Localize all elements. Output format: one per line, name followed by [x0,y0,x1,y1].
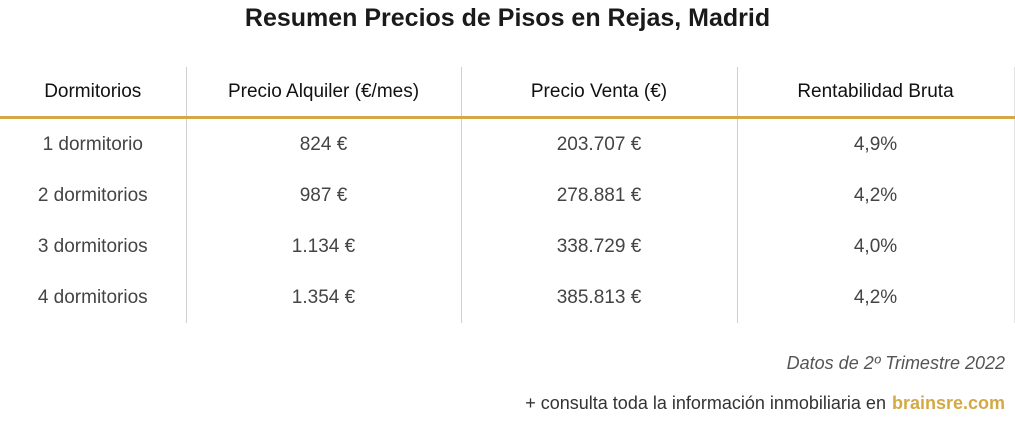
table-cell: 1 dormitorio [42,133,143,155]
table-row: 3 dormitorios 1.134 €338.729 €4,0% [0,221,1015,272]
footer-text: + consulta toda la información inmobilia… [525,393,886,413]
table-cell: 338.729 € [460,221,737,272]
table-cell: 3 dormitorios [37,235,148,257]
table-cell: 278.881 € [460,170,737,221]
header-cell: Dormitorios [0,67,186,119]
table-cell: 4,2% [736,170,1015,221]
table-row: 4 dormitorios 1.354 €385.813 €4,2% [0,272,1015,323]
table-cell: 203.707 € [460,117,737,170]
header-cell: Rentabilidad Bruta [736,67,1015,119]
table-cell: 4,0% [736,221,1015,272]
table-row: 2 dormitorios 987 €278.881 €4,2% [0,170,1015,221]
table-cell: 824 € [185,117,461,170]
header-cell: Precio Venta (€) [460,67,737,119]
footer: + consulta toda la información inmobilia… [525,393,1005,414]
table-cell: 4,2% [736,272,1015,323]
table-row: 1 dormitorio 824 €203.707 €4,9% [0,117,1015,170]
table-cell: 1.134 € [185,221,461,272]
table-cell: 4,9% [736,117,1015,170]
table-cell: 4 dormitorios [37,286,148,308]
title: Resumen Precios de Pisos en Rejas, Madri… [244,4,771,32]
header-cell: Precio Alquiler (€/mes) [185,67,461,119]
table-body: 1 dormitorio 824 €203.707 €4,9% 2 dormitor… [0,117,1015,323]
table-cell: 385.813 € [460,272,737,323]
footer-link[interactable]: brainsre.com [891,393,1005,413]
table-cell: 987 € [185,170,461,221]
price-table: Dormitorios Precio Alquiler (€/mes) Precio… [0,67,1015,323]
table-cell: 2 dormitorios [37,184,148,206]
footnote: Datos de 2º Trimestre 2022 [786,353,1005,373]
header-row: Dormitorios Precio Alquiler (€/mes) Precio… [0,67,1015,119]
table-cell: 1.354 € [185,272,461,323]
